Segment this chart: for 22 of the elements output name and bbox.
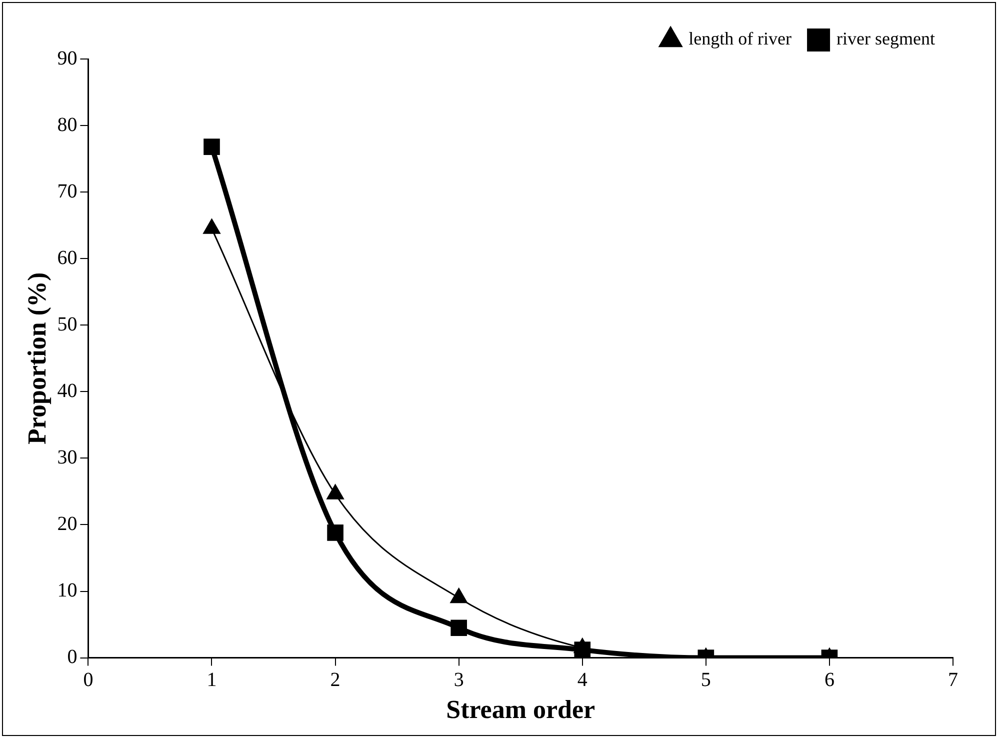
x-tick-label: 1 (206, 669, 217, 692)
x-tick-label: 5 (700, 669, 711, 692)
y-tick-label: 90 (57, 47, 78, 70)
y-axis-title: Proportion (%) (22, 272, 52, 444)
y-tick-label: 40 (57, 380, 78, 402)
y-tick-label: 0 (67, 646, 78, 668)
x-tick-label: 3 (454, 669, 464, 692)
y-tick-label: 30 (57, 446, 78, 468)
x-tick-label: 0 (83, 669, 94, 692)
x-tick-label: 2 (330, 669, 340, 692)
y-tick-label: 10 (57, 580, 78, 602)
x-tick-label: 4 (577, 669, 588, 692)
legend-label: length of river (688, 28, 792, 49)
x-axis-title: Stream order (446, 695, 596, 724)
x-tick-label: 6 (824, 669, 834, 692)
y-tick-label: 70 (57, 180, 78, 202)
y-tick-label: 80 (57, 114, 78, 136)
y-tick-label: 50 (57, 313, 78, 336)
x-tick-label: 7 (948, 669, 958, 692)
y-tick-label: 20 (57, 512, 78, 535)
legend-label: river segment (836, 28, 936, 49)
y-tick-label: 60 (57, 246, 78, 269)
